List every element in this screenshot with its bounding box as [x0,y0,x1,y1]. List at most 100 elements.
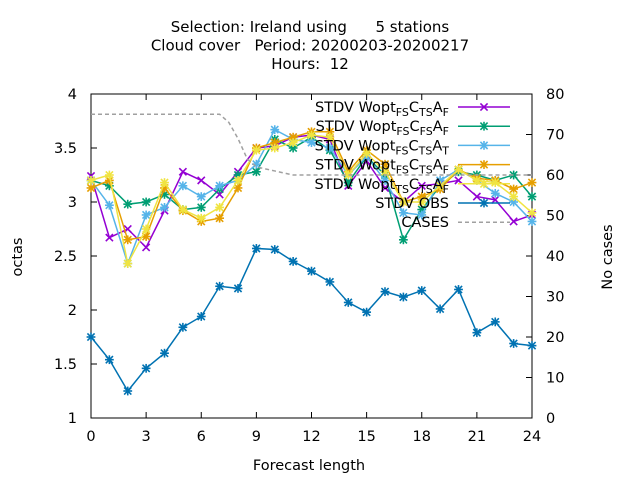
x-axis-label: Forecast length [253,458,365,474]
data-point [417,286,427,295]
data-point [490,188,500,198]
data-point [233,183,243,193]
data-point [479,141,489,150]
data-point [343,298,353,307]
chart-title: Selection: Ireland using 5 stationsCloud… [151,18,469,73]
data-point [270,125,280,135]
data-point [398,197,408,207]
x-tick-label: 18 [413,429,431,445]
y-tick-label: 1 [68,411,77,427]
data-point [417,197,427,207]
legend-item: STDV OBS [375,196,510,212]
data-point [454,285,463,294]
series-line [90,131,533,241]
data-point [491,195,500,205]
data-point [123,235,133,245]
data-point [454,165,463,174]
data-point [527,208,537,218]
x-tick-label: 21 [468,429,486,445]
y2-tick-label: 80 [546,87,564,103]
y-tick-label: 2 [68,303,77,319]
title-line: Hours: 12 [271,55,349,73]
y-axis-label: octas [10,238,26,277]
y-tick-label: 2.5 [54,249,77,265]
data-point [479,102,489,112]
data-point [251,145,261,155]
legend-label: STDV OBS [375,196,449,212]
data-point [215,181,225,191]
y-tick-label: 3 [68,195,77,211]
data-point [490,178,500,187]
y2-axis-label: No cases [600,224,616,289]
data-point [233,176,243,185]
data-point [398,235,408,245]
series-7 [91,113,532,176]
data-point [197,176,206,185]
data-point [178,167,188,176]
data-point [270,245,280,254]
data-point [141,197,151,207]
data-point [104,355,114,365]
x-tick-label: 15 [357,429,375,445]
data-point [509,217,518,226]
data-point [479,179,489,189]
y2-tick-label: 0 [546,411,555,427]
data-point [527,192,537,201]
data-point [307,138,316,147]
legend-label: STDV WoptFSCTSAF [315,100,449,119]
series-line [91,113,532,176]
data-point [141,224,151,234]
data-point [307,130,316,140]
data-point [104,200,114,210]
data-point [160,178,169,187]
data-point [325,132,335,142]
x-tick-label: 24 [523,429,541,445]
legend-label: STDV WoptFSCFSAF [316,119,449,138]
series-2 [86,132,537,245]
series-line [90,128,533,266]
data-point [362,307,372,317]
legend-label: STDV WoptFSCTSAF [315,158,449,177]
y2-tick-label: 30 [546,290,564,306]
data-point [417,210,427,220]
data-point [251,167,261,177]
data-point [196,192,206,201]
data-point [479,198,489,208]
data-point [343,178,353,187]
series-6 [86,244,537,396]
data-point [196,203,206,212]
series-group [86,113,537,396]
series-line [90,134,533,249]
data-point [479,121,489,131]
data-point [472,328,482,338]
data-point [160,203,169,212]
data-point [527,178,537,187]
y2-tick-label: 50 [546,209,564,225]
series-3 [86,125,537,268]
data-point [325,143,335,153]
data-point [196,312,206,321]
data-point [160,348,169,358]
series-line [90,134,533,266]
data-point [123,259,133,268]
y2-tick-label: 20 [546,330,564,346]
y2-tick-label: 70 [546,128,564,144]
legend-item: STDV WoptFSCTSAF [315,100,510,119]
data-point [509,339,519,348]
data-point [398,292,408,302]
data-point [196,213,206,223]
data-point [288,138,298,147]
data-point [435,304,445,314]
data-point [141,363,151,373]
data-point [123,199,133,209]
y-tick-label: 4 [68,87,77,103]
data-point [479,160,489,169]
data-point [527,217,537,226]
data-point [527,341,537,351]
legend-item: STDV WoptFSCTSAF [315,158,510,177]
legend-label: STDV WoptFSCTSAT [315,138,450,157]
data-point [380,287,390,297]
x-tick-label: 9 [252,429,261,445]
data-point [380,176,390,185]
